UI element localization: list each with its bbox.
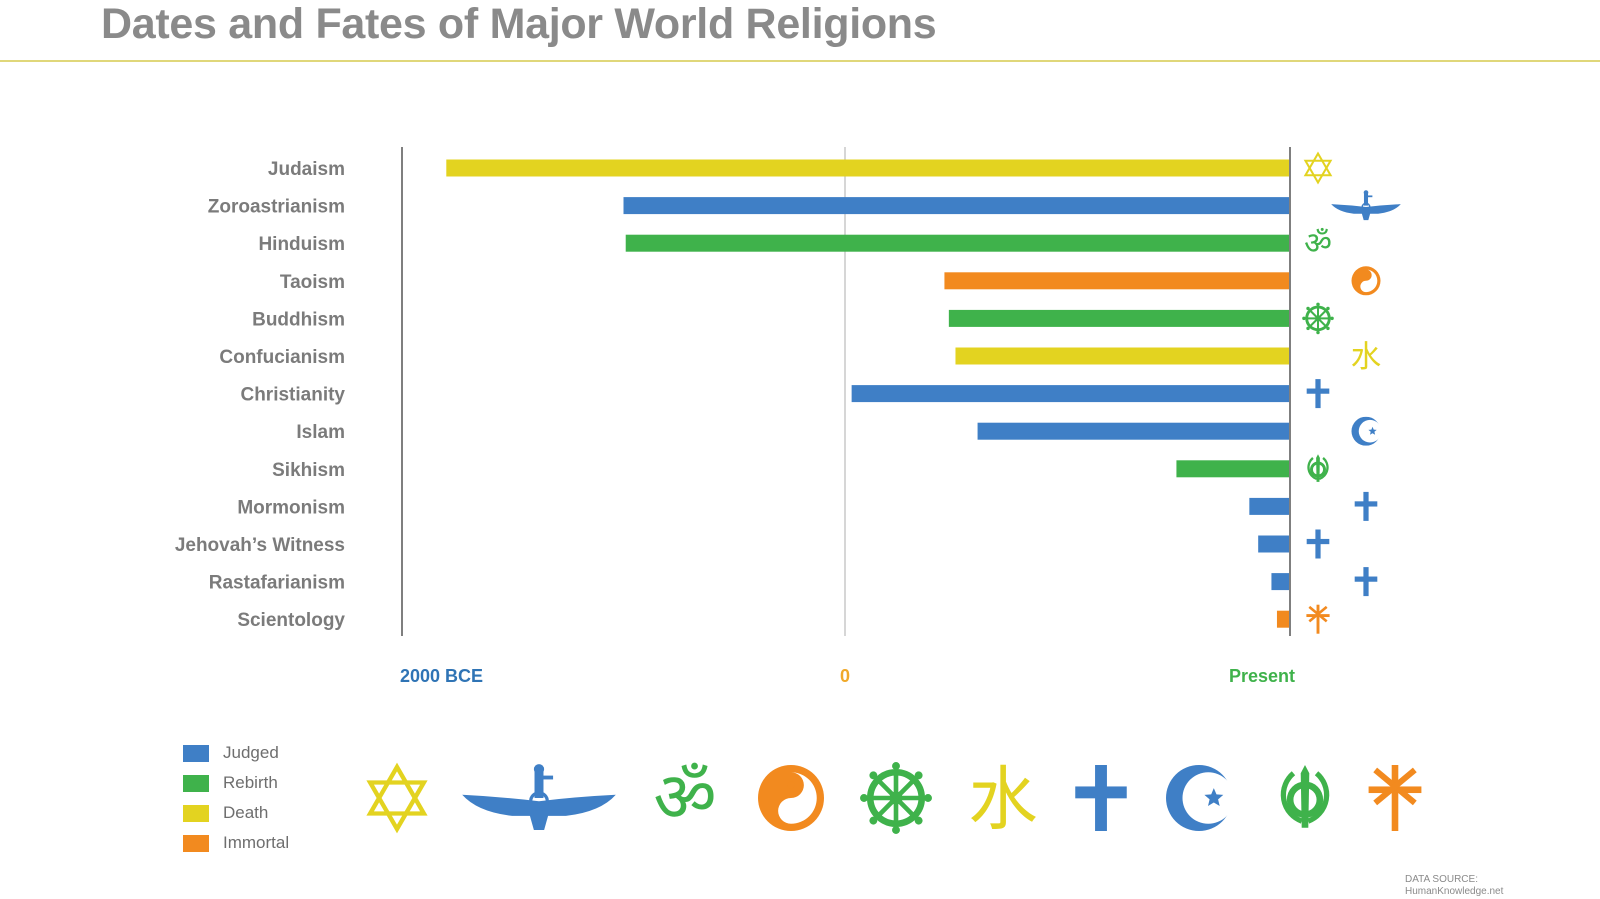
water-character-icon: 水 — [968, 760, 1037, 840]
title-divider — [0, 60, 1600, 62]
cross-icon — [1075, 765, 1127, 831]
category-label: Rastafarianism — [209, 573, 345, 594]
svg-text:水: 水 — [1351, 340, 1381, 375]
data-source-heading: DATA SOURCE: — [1405, 874, 1478, 885]
x-tick-label: Present — [1229, 666, 1295, 686]
category-label: Christianity — [240, 385, 345, 406]
star-of-david-icon — [1303, 151, 1333, 185]
cross-icon — [1354, 567, 1378, 597]
legend-swatch — [183, 804, 209, 822]
khanda-icon — [1307, 454, 1329, 482]
svg-text:ॐ: ॐ — [1304, 226, 1332, 261]
data-source-site: HumanKnowledge.net — [1405, 886, 1504, 897]
timeline-bar — [1271, 573, 1289, 591]
category-label: Scientology — [237, 610, 345, 631]
timeline-bar — [955, 347, 1289, 365]
legend: Judged Rebirth Death Immortal — [183, 738, 289, 858]
page-title: Dates and Fates of Major World Religions — [101, 0, 937, 48]
category-label: Confucianism — [219, 347, 345, 368]
data-source-note: DATA SOURCE: HumanKnowledge.net — [1405, 874, 1503, 898]
category-label: Judaism — [268, 159, 345, 180]
legend-label: Rebirth — [223, 773, 278, 792]
timeline-bar — [851, 385, 1289, 403]
om-icon: ॐ — [653, 758, 716, 838]
faravahar-icon — [1331, 190, 1401, 221]
yin-yang-icon — [758, 765, 824, 831]
water-character-icon: 水 — [1351, 340, 1381, 375]
category-label: Sikhism — [272, 460, 345, 481]
scientology-cross-icon — [1368, 765, 1422, 831]
timeline-bar — [948, 309, 1289, 327]
dharma-wheel-icon — [1302, 302, 1334, 335]
khanda-icon — [1280, 765, 1330, 828]
legend-item: Death — [183, 798, 289, 828]
svg-text:ॐ: ॐ — [653, 758, 716, 838]
x-tick-label: 2000 BCE — [400, 666, 483, 686]
category-label: Zoroastrianism — [208, 197, 345, 218]
x-tick-label: 0 — [840, 666, 850, 686]
faravahar-icon — [462, 764, 616, 830]
category-label: Buddhism — [252, 309, 345, 330]
star-of-david-icon — [366, 762, 428, 834]
category-label: Taoism — [280, 272, 345, 293]
legend-label: Judged — [223, 743, 279, 762]
timeline-bar — [1258, 535, 1289, 553]
scientology-cross-icon — [1306, 604, 1330, 634]
timeline-bar — [623, 197, 1289, 215]
legend-swatch — [183, 744, 209, 762]
legend-item: Immortal — [183, 828, 289, 858]
timeline-bar — [446, 159, 1289, 177]
timeline-bar — [977, 422, 1289, 440]
timeline-bar — [1176, 460, 1289, 478]
cross-icon — [1306, 529, 1330, 559]
cross-icon — [1354, 491, 1378, 521]
crescent-star-icon — [1351, 416, 1381, 446]
category-label: Islam — [296, 422, 345, 443]
category-label: Jehovah’s Witness — [175, 535, 345, 556]
timeline-bar — [944, 272, 1289, 290]
legend-label: Death — [223, 803, 269, 822]
yin-yang-icon — [1351, 266, 1381, 296]
legend-label: Immortal — [223, 833, 290, 852]
legend-item: Rebirth — [183, 768, 289, 798]
legend-swatch — [183, 834, 209, 852]
cross-icon — [1306, 379, 1330, 409]
legend-swatch — [183, 774, 209, 792]
om-icon: ॐ — [1304, 226, 1332, 261]
crescent-star-icon — [1166, 765, 1232, 831]
timeline-bar — [1249, 497, 1289, 515]
timeline-bar — [625, 234, 1289, 252]
category-label: Mormonism — [237, 497, 345, 518]
category-label: Hinduism — [258, 234, 345, 255]
timeline-bar — [1276, 610, 1289, 628]
svg-text:水: 水 — [968, 760, 1037, 840]
dharma-wheel-icon — [860, 762, 932, 834]
legend-item: Judged — [183, 738, 289, 768]
